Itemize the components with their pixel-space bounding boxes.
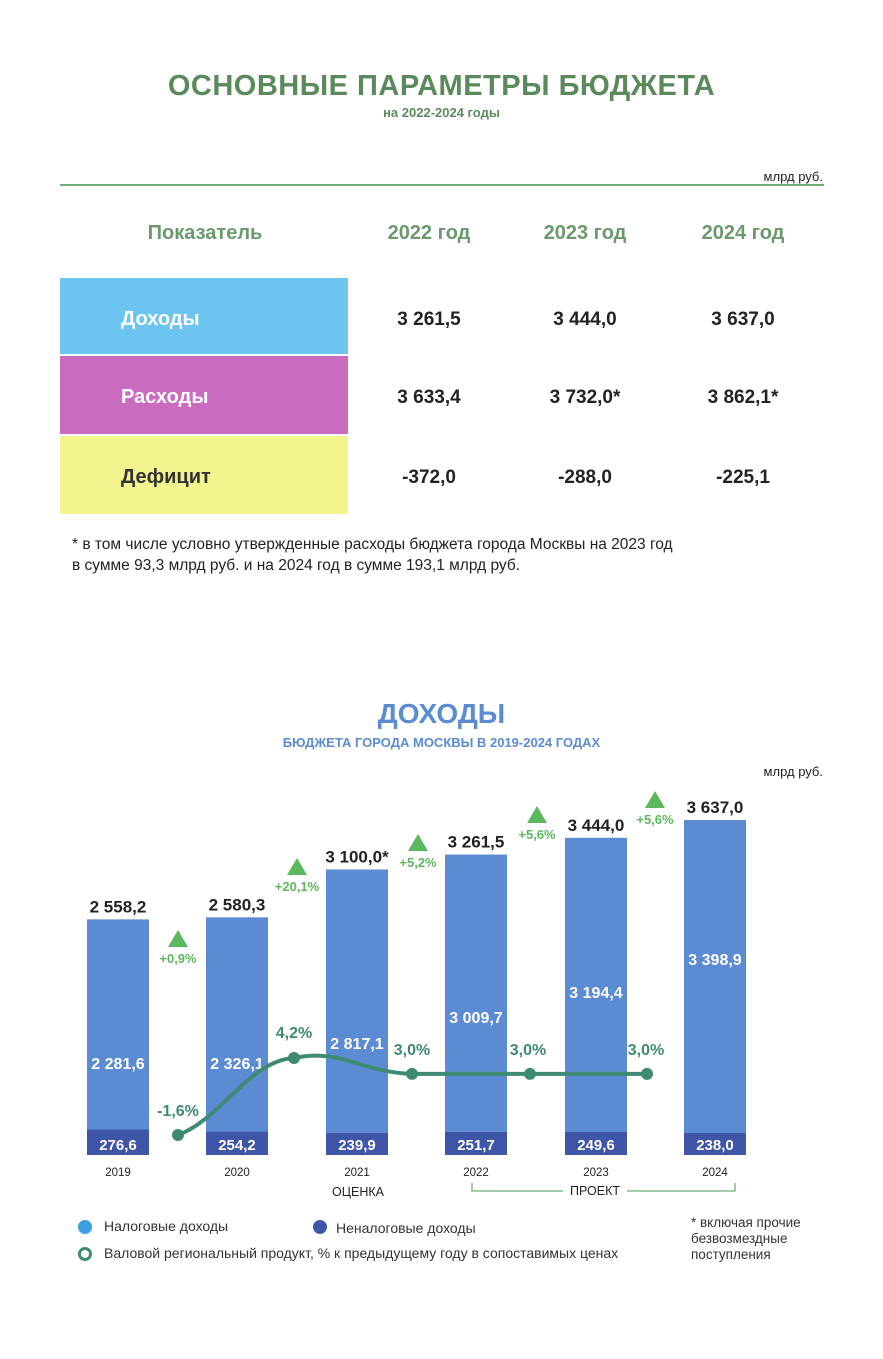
total-value-label: 3 100,0* [325, 847, 389, 866]
chart-footnote-line-2: безвозмездные [691, 1231, 788, 1246]
project-label: ПРОЕКТ [570, 1184, 620, 1198]
growth-label: +5,2% [399, 855, 437, 870]
tax-value-label: 3 194,4 [569, 985, 622, 1002]
tax-value-label: 3 009,7 [449, 1010, 502, 1027]
project-bracket [471, 1183, 736, 1192]
year-tick-label: 2020 [224, 1167, 250, 1179]
grp-value-label: 3,0% [628, 1042, 664, 1059]
nontax-value-label: 251,7 [457, 1137, 495, 1154]
nontax-bar [684, 1133, 746, 1155]
chart-footnote: * включая прочие безвозмездные поступлен… [691, 1215, 851, 1263]
grp-value-label: 3,0% [510, 1042, 546, 1059]
table-title: ОСНОВНЫЕ ПАРАМЕТРЫ БЮДЖЕТА [167, 70, 716, 102]
grp-point [172, 1129, 184, 1141]
deficit-2023: -288,0 [558, 467, 612, 488]
year-tick-label: 2021 [344, 1167, 370, 1179]
year-tick-label: 2024 [702, 1167, 728, 1179]
year-tick-label: 2019 [105, 1167, 131, 1179]
income-2024: 3 637,0 [711, 309, 775, 330]
header-2022: 2022 год [387, 222, 471, 244]
tax-value-label: 2 817,1 [330, 1036, 383, 1053]
growth-up-icon [168, 930, 188, 947]
growth-up-icon [408, 834, 428, 851]
nontax-value-label: 238,0 [696, 1137, 734, 1154]
table-note-line-2: в сумме 93,3 млрд руб. и на 2024 год в с… [72, 557, 521, 574]
total-value-label: 2 558,2 [90, 897, 147, 916]
total-value-label: 2 580,3 [209, 895, 266, 914]
deficit-2022: -372,0 [402, 467, 456, 488]
row-expenses-label: Расходы [121, 386, 209, 408]
table-unit: млрд руб. [763, 169, 823, 184]
grp-value-label: -1,6% [157, 1103, 199, 1120]
grp-point [641, 1067, 653, 1080]
table-subtitle: на 2022-2024 годы [383, 105, 500, 120]
tax-bar [326, 869, 388, 1133]
grp-point [288, 1052, 300, 1064]
grp-value-label: 4,2% [276, 1025, 312, 1042]
grp-legend-label: Валовой региональный продукт, % к предыд… [104, 1245, 619, 1261]
nontax-value-label: 239,9 [338, 1137, 376, 1154]
chart-title: ДОХОДЫ [377, 698, 506, 729]
tax-bar [445, 854, 507, 1132]
growth-up-icon [645, 791, 665, 808]
table-note: * в том числе условно утвержденные расхо… [72, 534, 673, 576]
header-2024: 2024 год [701, 222, 785, 244]
deficit-2024: -225,1 [716, 467, 770, 488]
divider [60, 184, 824, 186]
nontax-value-label: 254,2 [218, 1137, 256, 1154]
growth-label: +5,6% [636, 812, 674, 827]
growth-label: +0,9% [159, 951, 197, 966]
header-indicator: Показатель [147, 222, 263, 244]
chart-subtitle: БЮДЖЕТА ГОРОДА МОСКВЫ В 2019-2024 ГОДАХ [282, 735, 601, 750]
total-value-label: 3 261,5 [448, 833, 505, 852]
income-chart: 276,6 2 281,6 2 558,2 2019 254,2 2 326,1 2 580… [87, 791, 746, 1199]
grp-value-label: 3,0% [394, 1042, 430, 1059]
year-tick-label: 2023 [583, 1167, 609, 1179]
tax-value-label: 2 326,1 [210, 1056, 263, 1073]
nontax-legend-icon [313, 1220, 327, 1234]
nontax-bar [565, 1132, 627, 1155]
grp-point [524, 1067, 536, 1080]
nontax-bar [326, 1132, 388, 1155]
income-2022: 3 261,5 [397, 309, 461, 330]
row-income-label-box: Доходы [60, 278, 348, 354]
nontax-value-label: 249,6 [577, 1137, 615, 1154]
tax-legend-label: Налоговые доходы [104, 1218, 229, 1234]
tax-bar [565, 837, 627, 1133]
nontax-bar [206, 1131, 268, 1155]
row-deficit-label-box: Дефицит [60, 436, 348, 514]
growth-up-icon [527, 806, 547, 823]
row-income-label: Доходы [121, 308, 200, 330]
chart-unit: млрд руб. [763, 764, 823, 779]
row-deficit-label: Дефицит [121, 466, 211, 488]
income-2023: 3 444,0 [553, 309, 617, 330]
header-2023: 2023 год [543, 222, 627, 244]
tax-bar [684, 820, 746, 1133]
tax-legend-icon [78, 1220, 92, 1234]
total-value-label: 3 444,0 [568, 816, 625, 835]
chart-footnote-line-1: * включая прочие [691, 1215, 801, 1230]
expenses-2024: 3 862,1* [707, 387, 779, 408]
growth-up-icon [287, 858, 307, 875]
chart-footnote-line-3: поступления [691, 1247, 771, 1262]
total-value-label: 3 637,0 [687, 798, 744, 817]
expenses-2022: 3 633,4 [397, 387, 461, 408]
growth-label: +5,6% [518, 827, 556, 842]
nontax-value-label: 276,6 [99, 1137, 137, 1154]
year-tick-label: 2022 [463, 1167, 489, 1179]
grp-legend-icon [78, 1247, 92, 1261]
nontax-legend-label: Неналоговые доходы [336, 1220, 476, 1236]
tax-bar [87, 919, 149, 1130]
nontax-bar [87, 1129, 149, 1155]
row-expenses-label-box: Расходы [60, 356, 348, 434]
table-note-line-1: * в том числе условно утвержденные расхо… [72, 536, 673, 553]
nontax-bar [445, 1131, 507, 1155]
expenses-2023: 3 732,0* [549, 387, 621, 408]
tax-bar [206, 917, 268, 1132]
tax-value-label: 2 281,6 [91, 1056, 144, 1073]
growth-label: +20,1% [275, 879, 320, 894]
estimate-label: ОЦЕНКА [332, 1185, 385, 1199]
tax-value-label: 3 398,9 [688, 952, 741, 969]
grp-point [406, 1067, 418, 1080]
